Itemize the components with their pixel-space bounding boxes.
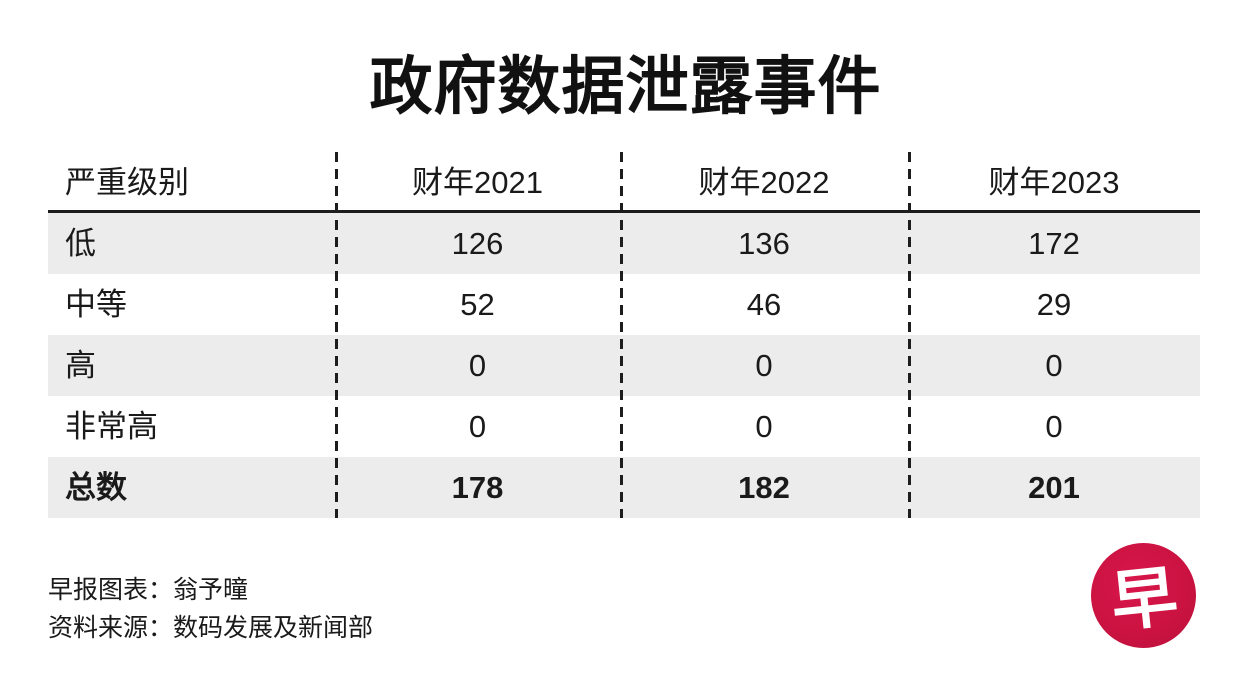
cell-value: 0 <box>1045 409 1063 444</box>
cell-value: 52 <box>460 287 495 322</box>
header-cell-fy2023: 财年2023 <box>988 165 1120 200</box>
cell-value: 0 <box>1045 348 1063 383</box>
cell-value: 172 <box>1028 226 1080 261</box>
cell-value: 0 <box>468 409 487 444</box>
cell-value: 0 <box>755 348 773 383</box>
table-row-medium: 中等 52 46 29 <box>48 274 1200 335</box>
page-title: 政府数据泄露事件 <box>369 52 882 122</box>
row-label: 高 <box>65 348 96 383</box>
row-label: 中等 <box>65 287 127 322</box>
severity-table: 严重级别 财年2021 财年2022 财年2023 低 126 136 172 … <box>48 152 1200 518</box>
cell-value: 178 <box>451 470 504 505</box>
footer: 早报图表：翁予曈 资料来源：数码发展及新闻部 <box>48 571 373 647</box>
table-row-total: 总数 178 182 201 <box>48 457 1200 518</box>
zaobao-logo-char: 早 <box>1107 560 1181 640</box>
header-cell-fy2022: 财年2022 <box>698 165 830 200</box>
cell-value: 29 <box>1036 287 1072 322</box>
cell-value: 126 <box>451 226 504 261</box>
row-label: 总数 <box>65 470 127 505</box>
row-label: 非常高 <box>65 409 158 444</box>
zaobao-logo-icon: 早 <box>1091 543 1196 648</box>
cell-value: 136 <box>738 226 790 261</box>
table-row-very-high: 非常高 0 0 0 <box>48 396 1200 457</box>
table-row-low: 低 126 136 172 <box>48 213 1200 274</box>
header-cell-severity: 严重级别 <box>65 165 189 200</box>
cell-value: 0 <box>468 348 487 383</box>
table-row-high: 高 0 0 0 <box>48 335 1200 396</box>
footer-source: 资料来源：数码发展及新闻部 <box>48 614 374 642</box>
cell-value: 201 <box>1028 470 1080 505</box>
table-header-row: 严重级别 财年2021 财年2022 财年2023 <box>48 152 1200 213</box>
cell-value: 46 <box>746 287 782 322</box>
cell-value: 0 <box>755 409 773 444</box>
row-label: 低 <box>65 226 96 261</box>
footer-credit: 早报图表：翁予曈 <box>48 576 249 604</box>
cell-value: 182 <box>738 470 790 505</box>
header-cell-fy2021: 财年2021 <box>412 165 543 200</box>
